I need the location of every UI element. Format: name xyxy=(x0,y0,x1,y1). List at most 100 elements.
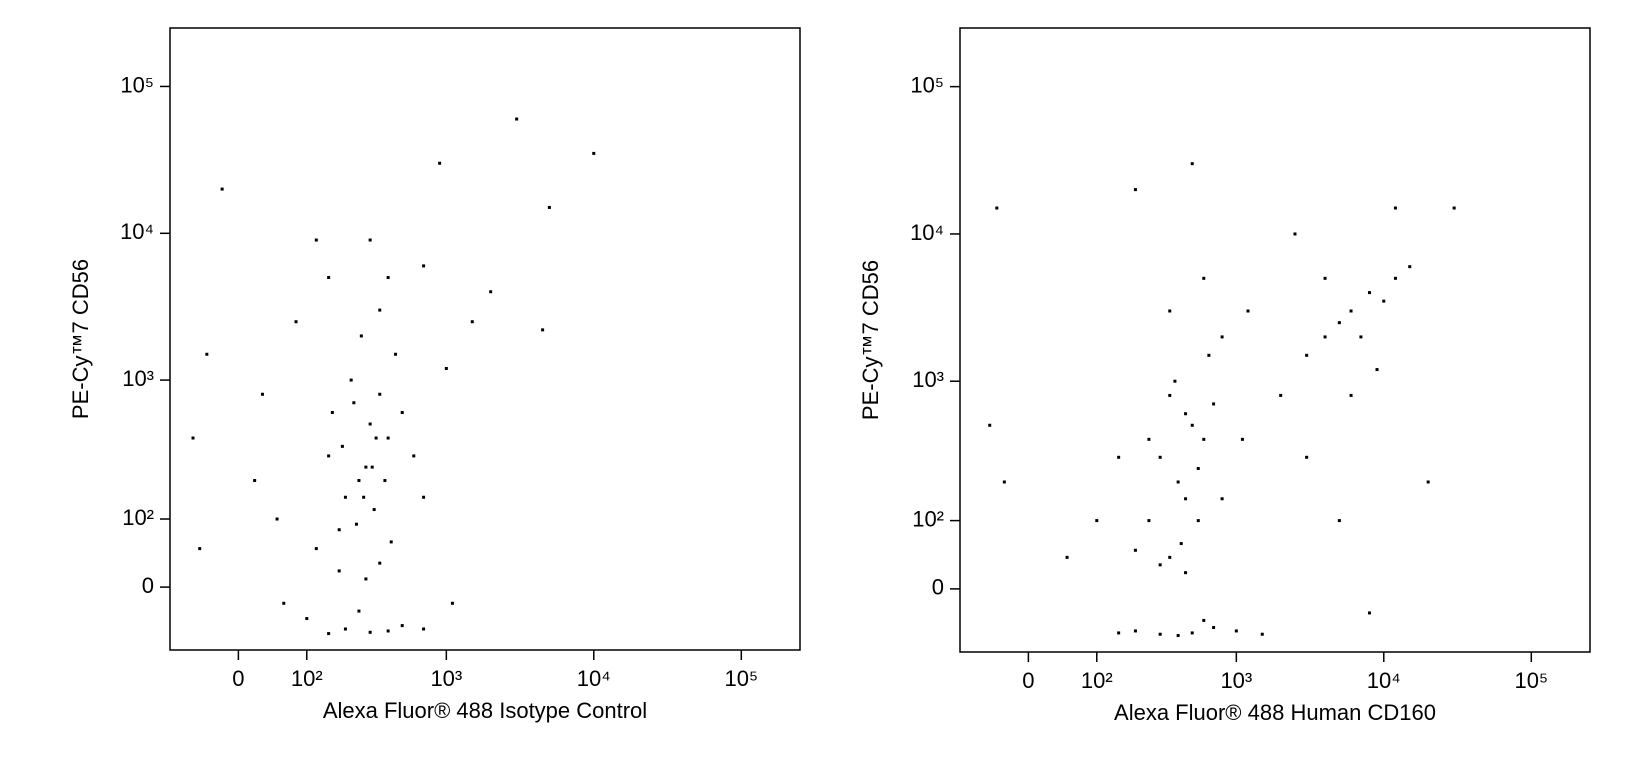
dot xyxy=(220,187,224,191)
dot xyxy=(386,629,390,633)
dot xyxy=(438,161,442,165)
dot xyxy=(364,577,368,581)
dot xyxy=(444,366,448,370)
dot xyxy=(364,465,368,469)
dot xyxy=(368,630,372,634)
dot xyxy=(359,334,363,338)
dot xyxy=(1184,571,1188,575)
dot xyxy=(1367,611,1371,615)
dot xyxy=(1158,632,1162,636)
dot xyxy=(337,528,341,532)
y-tick-label: 10³ xyxy=(122,366,154,391)
dot xyxy=(275,517,279,521)
dot xyxy=(1234,629,1238,633)
dot xyxy=(515,117,519,121)
y-axis-label: PE-Cy™7 CD56 xyxy=(68,259,93,419)
dot xyxy=(1202,276,1206,280)
dot xyxy=(330,410,334,414)
dot xyxy=(422,627,426,631)
dot xyxy=(1393,206,1397,210)
dot xyxy=(1133,629,1137,633)
dot xyxy=(1246,309,1250,313)
dot xyxy=(412,454,416,458)
dot xyxy=(1367,291,1371,295)
dot xyxy=(1184,497,1188,501)
dot xyxy=(1196,519,1200,523)
dot xyxy=(1375,368,1379,372)
dot xyxy=(1184,412,1188,416)
dot xyxy=(354,522,358,526)
dot xyxy=(489,290,493,294)
dot xyxy=(1212,402,1216,406)
dot xyxy=(1220,497,1224,501)
dot xyxy=(1305,353,1309,357)
dot xyxy=(1002,480,1006,484)
dot xyxy=(1279,393,1283,397)
dot xyxy=(1359,335,1363,339)
dot xyxy=(386,436,390,440)
dot xyxy=(386,276,390,280)
plot-frame xyxy=(959,27,1591,653)
dot xyxy=(1133,188,1137,192)
dot xyxy=(349,378,353,382)
dot xyxy=(374,436,378,440)
dot xyxy=(1147,437,1151,441)
dot xyxy=(394,352,398,356)
dot xyxy=(253,479,257,483)
dot xyxy=(282,601,286,605)
dot xyxy=(327,276,331,280)
dot xyxy=(1323,276,1327,280)
dot xyxy=(1190,162,1194,166)
dot xyxy=(1173,379,1177,383)
dot xyxy=(1202,618,1206,622)
dot xyxy=(995,206,999,210)
y-tick-label: 10⁵ xyxy=(910,72,944,97)
y-tick-label: 10⁴ xyxy=(910,220,944,245)
dot xyxy=(1408,265,1412,269)
y-tick-label: 10² xyxy=(912,506,944,531)
dot xyxy=(1220,335,1224,339)
dot xyxy=(1176,480,1180,484)
dot xyxy=(1349,309,1353,313)
dot xyxy=(547,205,551,209)
x-tick-label: 0 xyxy=(232,666,244,691)
dot xyxy=(383,479,387,483)
dot xyxy=(1305,455,1309,459)
dot xyxy=(357,609,361,613)
dot xyxy=(1349,393,1353,397)
dot xyxy=(1168,393,1172,397)
dot xyxy=(1337,321,1341,325)
y-axis-label: PE-Cy™7 CD56 xyxy=(858,260,883,420)
dot xyxy=(327,632,331,636)
dot xyxy=(340,444,344,448)
x-tick-label: 10⁵ xyxy=(1514,668,1548,693)
x-tick-label: 10⁵ xyxy=(724,666,758,691)
dot xyxy=(205,352,209,356)
dot xyxy=(378,561,382,565)
dot xyxy=(1207,353,1211,357)
x-tick-label: 10⁴ xyxy=(577,666,611,691)
x-tick-label: 10⁴ xyxy=(1367,668,1401,693)
dot xyxy=(294,320,298,324)
dot xyxy=(305,617,309,621)
dot xyxy=(1426,480,1430,484)
dot xyxy=(1196,467,1200,471)
dot xyxy=(1095,519,1099,523)
dot xyxy=(988,423,992,427)
dot xyxy=(1158,563,1162,567)
dot xyxy=(1452,206,1456,210)
dot xyxy=(1260,632,1264,636)
dot xyxy=(378,392,382,396)
dot xyxy=(357,479,361,483)
y-tick-label: 0 xyxy=(932,575,944,600)
dot xyxy=(368,238,372,242)
dot xyxy=(1240,437,1244,441)
dot xyxy=(422,495,426,499)
dot xyxy=(378,308,382,312)
y-tick-label: 10³ xyxy=(912,367,944,392)
dot xyxy=(1190,423,1194,427)
dot xyxy=(260,392,264,396)
dot xyxy=(368,422,372,426)
dot xyxy=(422,264,426,268)
